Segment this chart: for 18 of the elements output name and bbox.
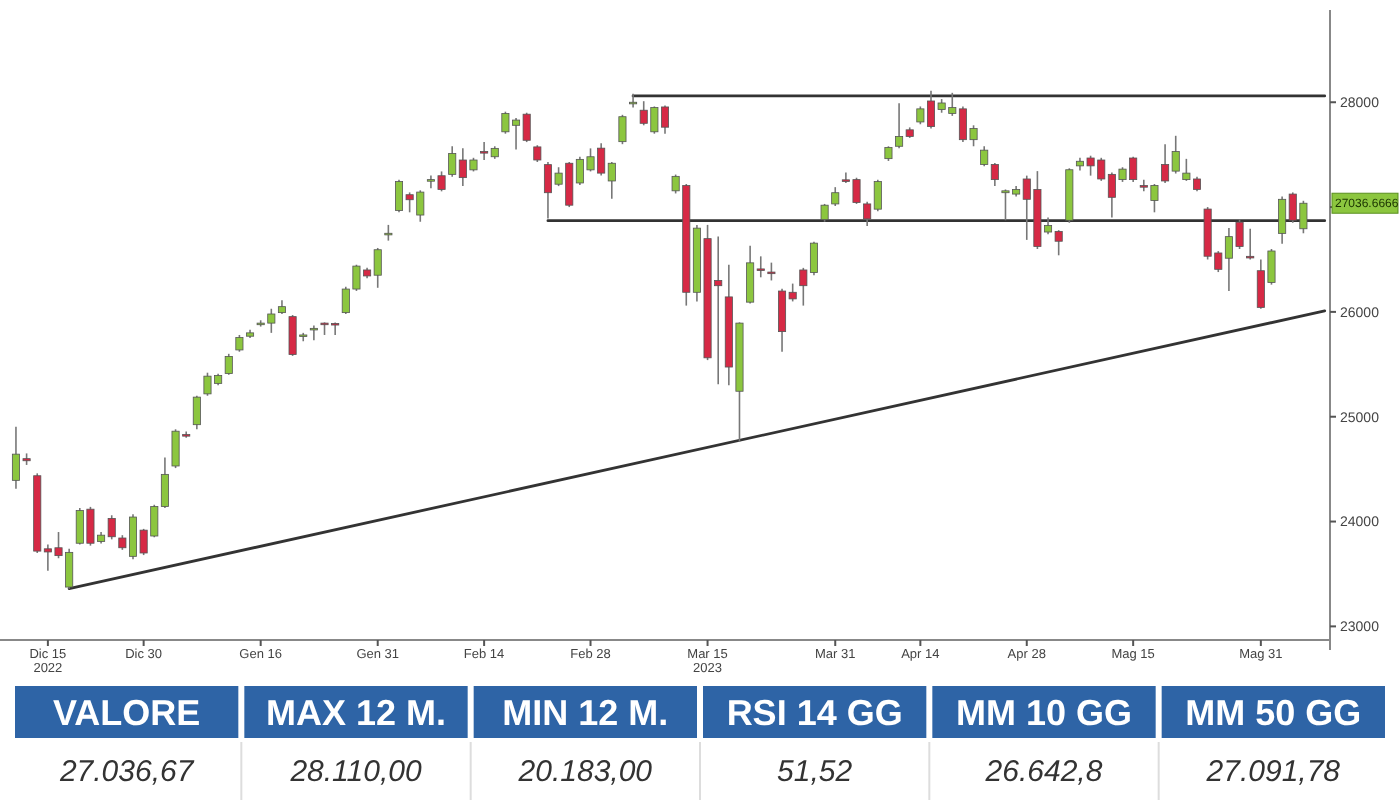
- category-label: MM 10 GG: [955, 692, 1133, 733]
- category-label: VALORE: [52, 692, 201, 733]
- text: 27.036,67: [57, 754, 195, 789]
- category-label: MAX 12 M.: [265, 692, 447, 733]
- candlestick: [1246, 227, 1255, 261]
- text: 27.091,78: [1204, 754, 1342, 789]
- text: 51,52: [777, 754, 854, 789]
- category-label: MM 50 GG: [1185, 692, 1362, 733]
- candlestick: [831, 186, 840, 207]
- text: 26.642,8: [983, 754, 1104, 789]
- category-label: RSI 14 GG: [726, 692, 903, 733]
- text: 28.110,00: [288, 754, 423, 789]
- candlestick: [192, 394, 201, 431]
- category-label: MIN 12 M.: [502, 692, 669, 733]
- candlestick: [309, 324, 318, 341]
- candlestick: [224, 353, 233, 376]
- text: 20.183,00: [516, 754, 654, 789]
- candlestick: [618, 114, 627, 145]
